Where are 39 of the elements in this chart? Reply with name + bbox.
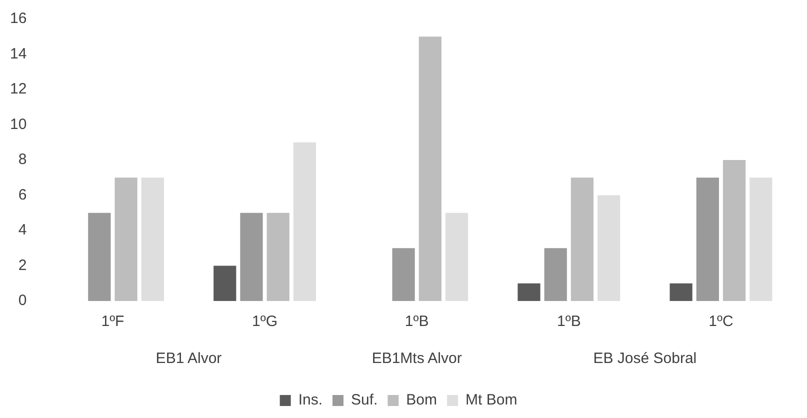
bar <box>418 36 442 301</box>
bar <box>598 195 620 301</box>
bar <box>570 178 594 301</box>
y-tick-label: 4 <box>18 222 27 239</box>
bar <box>114 178 138 301</box>
y-tick-label: 16 <box>10 10 27 28</box>
bar <box>266 212 290 301</box>
bar <box>392 248 415 301</box>
x-tick-label: 1ºB <box>556 313 581 330</box>
y-tick-label: 6 <box>18 186 27 204</box>
y-tick-label: 2 <box>18 256 27 274</box>
bar <box>696 178 719 301</box>
y-tick-label: 0 <box>18 292 27 310</box>
bar <box>518 283 540 301</box>
bar <box>670 283 692 301</box>
y-tick-label: 8 <box>18 151 27 168</box>
x-tick-label: 1ºF <box>101 313 124 330</box>
y-tick-label: 10 <box>10 116 27 133</box>
bar <box>722 160 746 301</box>
text: EB José Sobral <box>593 350 697 368</box>
bar <box>445 212 468 301</box>
bar <box>141 178 164 301</box>
legend-label: Suf. <box>350 392 378 409</box>
bar <box>750 178 772 301</box>
bar <box>240 212 263 301</box>
x-tick-label: 1ºG <box>252 313 278 330</box>
bar <box>544 248 567 301</box>
legend-label: Bom <box>406 392 438 409</box>
y-tick-label: 12 <box>10 80 27 98</box>
y-tick-label: 14 <box>10 45 27 62</box>
x-tick-label: 1ºB <box>404 313 429 330</box>
bar <box>88 212 111 301</box>
legend-label: Mt Bom <box>466 392 518 409</box>
text: EB1Mts Alvor <box>372 350 462 368</box>
bar <box>214 266 236 301</box>
text: EB1 Alvor <box>156 350 222 368</box>
legend-label: Ins. <box>298 392 322 409</box>
bar <box>293 142 316 301</box>
x-tick-label: 1ºC <box>708 313 734 330</box>
